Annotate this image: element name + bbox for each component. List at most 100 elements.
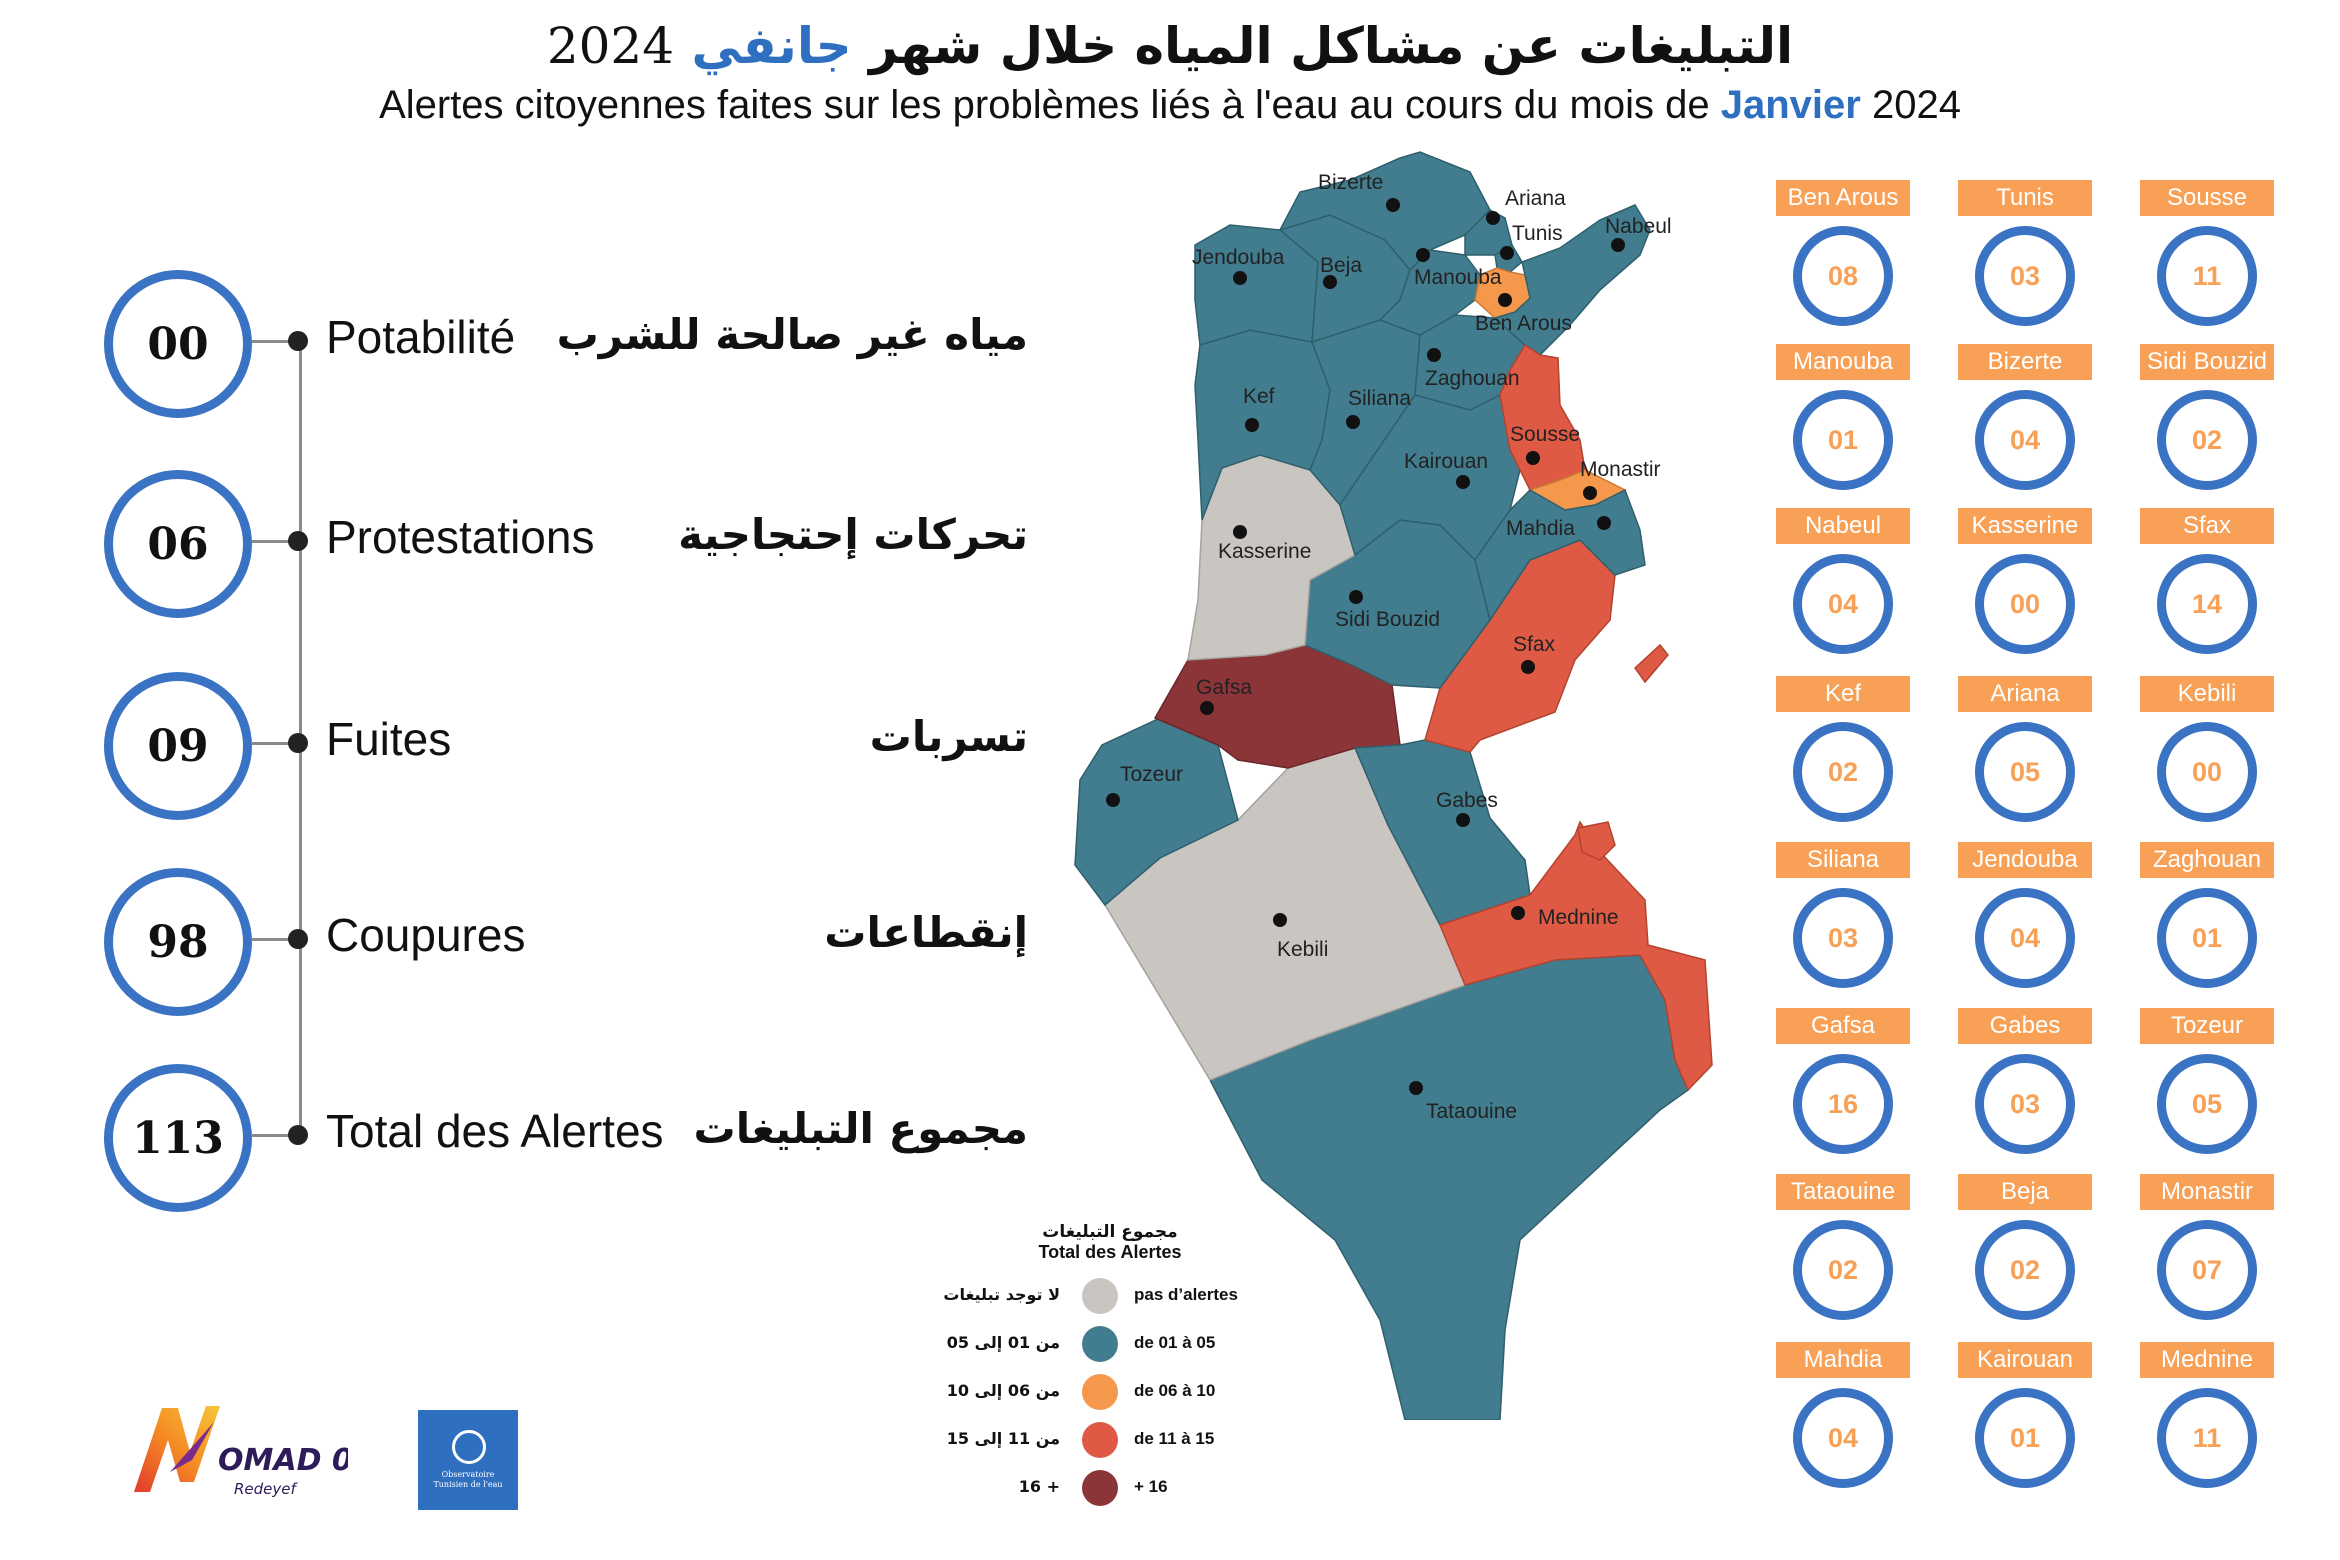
legend-ar: لا توجد تبليغات [943,1285,1060,1304]
gov-name: Tunis [1958,180,2092,216]
gov-name: Gabes [1958,1008,2092,1044]
observatoire-logo: Observatoire Tunisien de l'eau [418,1410,518,1510]
label-sfax: Sfax [1513,633,1556,656]
gov-count: 05 [1975,722,2075,822]
legend-fr: de 11 à 15 [1134,1429,1215,1448]
observatoire-line1: Observatoire [441,1470,495,1479]
gov-name: Bizerte [1958,344,2092,380]
legend-swatch [1082,1470,1118,1506]
label-ariana: Ariana [1505,187,1566,210]
city-dots [1106,198,1625,1095]
label-sousse: Sousse [1510,423,1580,446]
observatoire-line2: Tunisien de l'eau [433,1480,503,1489]
legend-fr: de 06 à 10 [1134,1381,1216,1400]
water-drop-icon [452,1430,486,1464]
title-ar-main: التبليغات عن مشاكل المياه خلال شهر [869,17,1794,75]
region-manouba [1378,249,1481,336]
legend-ar: من 11 إلى 15 [946,1429,1060,1448]
connector-dot [288,1125,308,1145]
gov-name: Tozeur [2140,1008,2274,1044]
stat-label-fr: Coupures [326,909,526,961]
legend-swatch [1082,1278,1118,1314]
legend-title-fr: Total des Alertes [1038,1242,1182,1262]
gov-kef: Kef 02 [1776,676,1910,836]
stat-label-fr: Potabilité [326,311,516,363]
label-siliana: Siliana [1348,387,1411,410]
gov-count: 11 [2157,1388,2257,1488]
gov-name: Tataouine [1776,1174,1910,1210]
gov-count: 03 [1793,888,1893,988]
connector-dot [288,733,308,753]
stat-coupures: 98 Coupures إنقطاعات [0,864,1060,1016]
connector-line [252,340,298,343]
gov-count: 02 [1793,722,1893,822]
gov-name: Manouba [1776,344,1910,380]
stat-label-ar: إنقطاعات [824,908,1028,957]
gov-ariana: Ariana 05 [1958,676,2092,836]
stat-total: 113 Total des Alertes مجموع التبليغات [0,1060,1060,1212]
gov-count: 08 [1793,226,1893,326]
connector-line [252,742,298,745]
gov-count: 04 [1793,554,1893,654]
nomad-sub: Redeyef [234,1480,299,1498]
label-tozeur: Tozeur [1120,763,1183,786]
stat-label-ar: تسربات [869,712,1028,761]
title-fr-month: Janvier [1720,83,1861,127]
gov-kebili: Kebili 00 [2140,676,2274,836]
gov-name: Siliana [1776,842,1910,878]
legend-row: + 16 + 16 [900,1470,1320,1510]
gov-tataouine: Tataouine 02 [1776,1174,1910,1334]
gov-count: 04 [1975,888,2075,988]
label-gabes: Gabes [1436,789,1498,812]
gov-name: Mahdia [1776,1342,1910,1378]
gov-bizerte: Bizerte 04 [1958,344,2092,504]
gov-name: Gafsa [1776,1008,1910,1044]
region-kerkennah [1634,643,1669,684]
label-nabeul: Nabeul [1605,215,1672,238]
gov-count: 05 [2157,1054,2257,1154]
stat-label-ar: مجموع التبليغات [693,1104,1028,1153]
gov-count: 07 [2157,1220,2257,1320]
gov-name: Nabeul [1776,508,1910,544]
gov-name: Ben Arous [1776,180,1910,216]
legend-swatch [1082,1326,1118,1362]
gov-count: 11 [2157,226,2257,326]
gov-count: 01 [1975,1388,2075,1488]
title-french: Alertes citoyennes faites sur les problè… [0,78,2340,132]
gov-mahdia: Mahdia 04 [1776,1342,1910,1502]
gov-count: 03 [1975,1054,2075,1154]
gov-name: Sousse [2140,180,2274,216]
label-kasserine: Kasserine [1218,540,1311,563]
label-ben-arous: Ben Arous [1475,312,1572,335]
gov-name: Sfax [2140,508,2274,544]
gov-count: 01 [1793,390,1893,490]
region-nabeul [1493,204,1651,356]
gov-manouba: Manouba 01 [1776,344,1910,504]
gov-tunis: Tunis 03 [1958,180,2092,340]
region-sousse [1499,343,1586,491]
legend-ar: + 16 [1018,1477,1060,1496]
legend-row: لا توجد تبليغات pas d’alertes [900,1278,1320,1318]
label-jendouba: Jendouba [1192,246,1285,269]
region-djerba [1577,821,1616,861]
connector-dot [288,929,308,949]
nomad-logo: OMAD 08 Redeyef [134,1406,348,1498]
legend-fr: + 16 [1134,1477,1168,1496]
stat-value: 00 [104,270,252,418]
gov-gafsa: Gafsa 16 [1776,1008,1910,1168]
stat-label-fr: Fuites [326,713,452,765]
gov-name: Kef [1776,676,1910,712]
gov-count: 04 [1793,1388,1893,1488]
title-arabic: التبليغات عن مشاكل المياه خلال شهر جانفي… [0,14,2340,78]
label-bizerte: Bizerte [1318,171,1383,194]
gov-siliana: Siliana 03 [1776,842,1910,1002]
gov-jendouba: Jendouba 04 [1958,842,2092,1002]
label-beja: Beja [1320,254,1362,277]
gov-sidi-bouzid: Sidi Bouzid 02 [2140,344,2274,504]
gov-count: 16 [1793,1054,1893,1154]
stat-label-fr: Total des Alertes [326,1105,664,1157]
stat-value: 09 [104,672,252,820]
label-tunis: Tunis [1512,222,1563,245]
legend-swatch [1082,1374,1118,1410]
gov-sfax: Sfax 14 [2140,508,2274,668]
